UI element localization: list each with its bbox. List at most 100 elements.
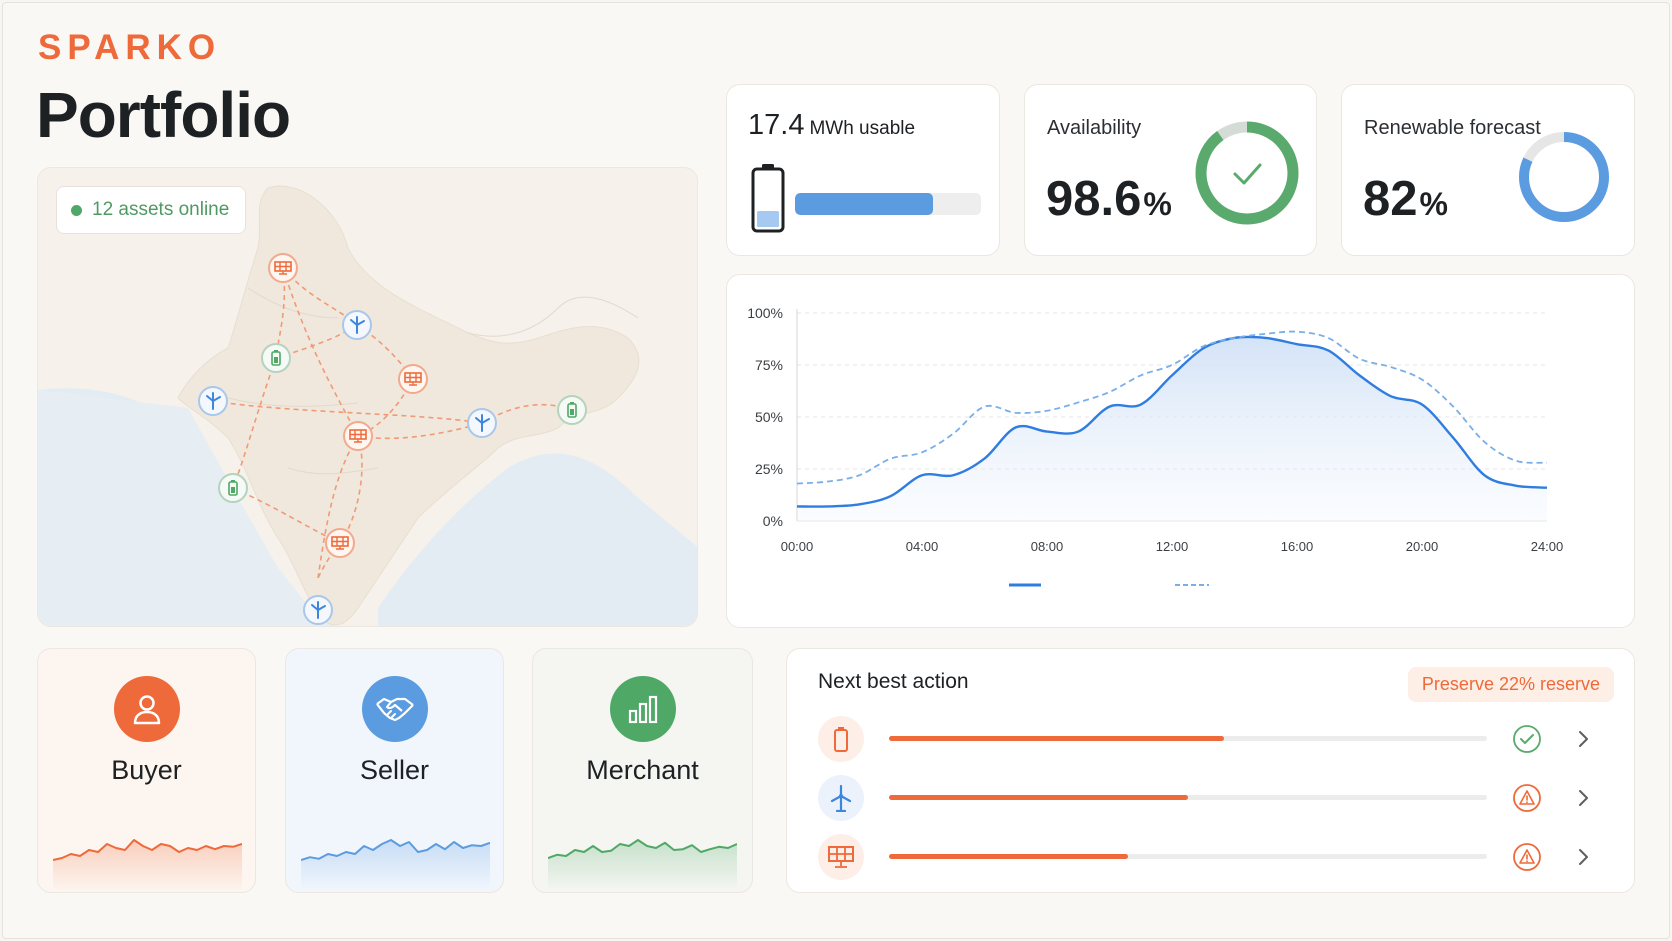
availability-unit: % bbox=[1143, 186, 1172, 222]
action-row[interactable] bbox=[818, 716, 1613, 762]
generation-chart-canvas: 0% 25% 50% 75% 100% 00:00 04:00 08:00 12:00 16:00… bbox=[747, 305, 1564, 587]
x-tick-label: 04:00 bbox=[906, 539, 939, 554]
map-canvas bbox=[38, 185, 697, 626]
role-title: Merchant bbox=[586, 755, 699, 785]
role-card-merchant[interactable]: Merchant bbox=[532, 648, 753, 893]
battery-icon bbox=[567, 402, 577, 418]
person-icon bbox=[133, 695, 160, 725]
sparkline-area bbox=[548, 840, 737, 891]
assets-online-indicator[interactable]: 12 assets online bbox=[56, 186, 247, 234]
usable-energy-value: 17.4 bbox=[748, 109, 805, 141]
availability-gauge bbox=[1195, 121, 1299, 225]
battery-icon bbox=[228, 480, 238, 496]
chevron-right-icon[interactable] bbox=[1572, 728, 1594, 750]
map-pin-battery[interactable] bbox=[218, 473, 248, 503]
sparkline-line bbox=[301, 839, 490, 861]
sparkline-area bbox=[53, 840, 242, 891]
check-icon bbox=[1233, 163, 1262, 185]
map-pin-solar[interactable] bbox=[398, 364, 428, 394]
y-tick-label: 25% bbox=[755, 461, 783, 477]
wind-turbine-icon bbox=[350, 316, 365, 334]
role-title: Seller bbox=[359, 755, 430, 785]
map-pin-solar[interactable] bbox=[343, 421, 373, 451]
role-icon-badge bbox=[361, 676, 428, 742]
renewable-forecast-value: 82 bbox=[1363, 172, 1418, 226]
solar-panel-icon bbox=[349, 429, 367, 443]
role-sparkline bbox=[53, 839, 242, 891]
x-tick-label: 24:00 bbox=[1531, 539, 1564, 554]
usable-energy-unit: MWh usable bbox=[809, 118, 916, 139]
action-progress-track bbox=[889, 854, 1487, 859]
wind-turbine-icon bbox=[475, 414, 490, 432]
x-tick-label: 00:00 bbox=[781, 539, 814, 554]
usable-energy-readout: 17.4 MWh usable bbox=[748, 109, 915, 142]
action-icon-badge bbox=[818, 834, 864, 880]
wind-turbine-icon bbox=[311, 601, 326, 619]
map-pin-wind[interactable] bbox=[342, 310, 372, 340]
battery-icon bbox=[834, 727, 848, 752]
bar-chart-icon bbox=[628, 695, 657, 724]
action-row[interactable] bbox=[818, 834, 1613, 880]
renewable-forecast-label: Renewable forecast bbox=[1364, 117, 1541, 139]
role-title: Buyer bbox=[111, 755, 182, 785]
battery-level-icon bbox=[751, 164, 785, 233]
action-progress-track bbox=[889, 795, 1487, 800]
map-pin-solar[interactable] bbox=[325, 528, 355, 558]
availability-readout: 98.6% bbox=[1046, 171, 1172, 227]
role-sparkline bbox=[548, 839, 737, 891]
next-best-action-panel: Next best action Preserve 22% reserve bbox=[786, 648, 1635, 893]
battery-icon bbox=[271, 350, 281, 366]
solar-panel-icon bbox=[828, 846, 854, 868]
series-line-0 bbox=[796, 335, 1548, 508]
action-row[interactable] bbox=[818, 775, 1613, 821]
assets-online-label: 12 assets online bbox=[92, 199, 230, 220]
sparkline-line bbox=[548, 839, 737, 859]
page-title: Portfolio bbox=[36, 79, 291, 151]
warning-icon bbox=[1513, 843, 1541, 871]
reserve-badge[interactable]: Preserve 22% reserve bbox=[1407, 667, 1614, 702]
series-area bbox=[797, 336, 1547, 521]
usable-energy-bar bbox=[795, 193, 981, 215]
action-progress-fill bbox=[889, 854, 1129, 859]
solar-panel-icon bbox=[331, 536, 349, 550]
renewable-forecast-readout: 82% bbox=[1363, 171, 1448, 227]
wind-turbine-icon bbox=[206, 392, 221, 410]
role-card-seller[interactable]: Seller bbox=[285, 648, 504, 893]
role-icon-badge bbox=[609, 676, 676, 742]
series-line-1 bbox=[796, 330, 1548, 485]
renewable-gauge-arc bbox=[1519, 132, 1609, 222]
map-pin-solar[interactable] bbox=[268, 253, 298, 283]
action-progress-track bbox=[889, 736, 1487, 741]
map-pin-battery[interactable] bbox=[557, 395, 587, 425]
y-tick-label: 0% bbox=[763, 513, 783, 529]
role-card-buyer[interactable]: Buyer bbox=[37, 648, 256, 893]
availability-value: 98.6 bbox=[1046, 172, 1142, 226]
map-pin-wind[interactable] bbox=[467, 408, 497, 438]
sparkline-line bbox=[53, 839, 242, 861]
warning-icon bbox=[1513, 784, 1541, 812]
y-tick-label: 75% bbox=[755, 357, 783, 373]
map-pin-wind[interactable] bbox=[198, 386, 228, 416]
renewable-forecast-card[interactable]: Renewable forecast 82% bbox=[1341, 84, 1635, 256]
action-progress-fill bbox=[889, 736, 1224, 741]
usable-energy-card[interactable]: 17.4 MWh usable bbox=[726, 84, 1000, 256]
chevron-right-icon[interactable] bbox=[1572, 787, 1594, 809]
map-pin-wind[interactable] bbox=[303, 595, 333, 625]
renewable-forecast-gauge bbox=[1519, 132, 1609, 222]
x-tick-label: 12:00 bbox=[1156, 539, 1189, 554]
x-tick-label: 16:00 bbox=[1281, 539, 1314, 554]
action-progress-fill bbox=[889, 795, 1188, 800]
availability-gauge-arc bbox=[1195, 121, 1299, 225]
generation-chart[interactable]: 0% 25% 50% 75% 100% 00:00 04:00 08:00 12:00 16:00… bbox=[726, 274, 1635, 628]
check-icon bbox=[1513, 725, 1541, 753]
asset-map[interactable]: 12 assets online bbox=[37, 167, 698, 627]
action-icon-badge bbox=[818, 716, 864, 762]
renewable-forecast-unit: % bbox=[1419, 186, 1448, 222]
chevron-right-icon[interactable] bbox=[1572, 846, 1594, 868]
availability-card[interactable]: Availability 98.6% bbox=[1024, 84, 1317, 256]
next-best-action-title: Next best action bbox=[818, 670, 969, 693]
availability-label: Availability bbox=[1047, 117, 1142, 139]
y-tick-label: 50% bbox=[755, 409, 783, 425]
map-pin-battery[interactable] bbox=[261, 343, 291, 373]
role-icon-badge bbox=[113, 676, 180, 742]
